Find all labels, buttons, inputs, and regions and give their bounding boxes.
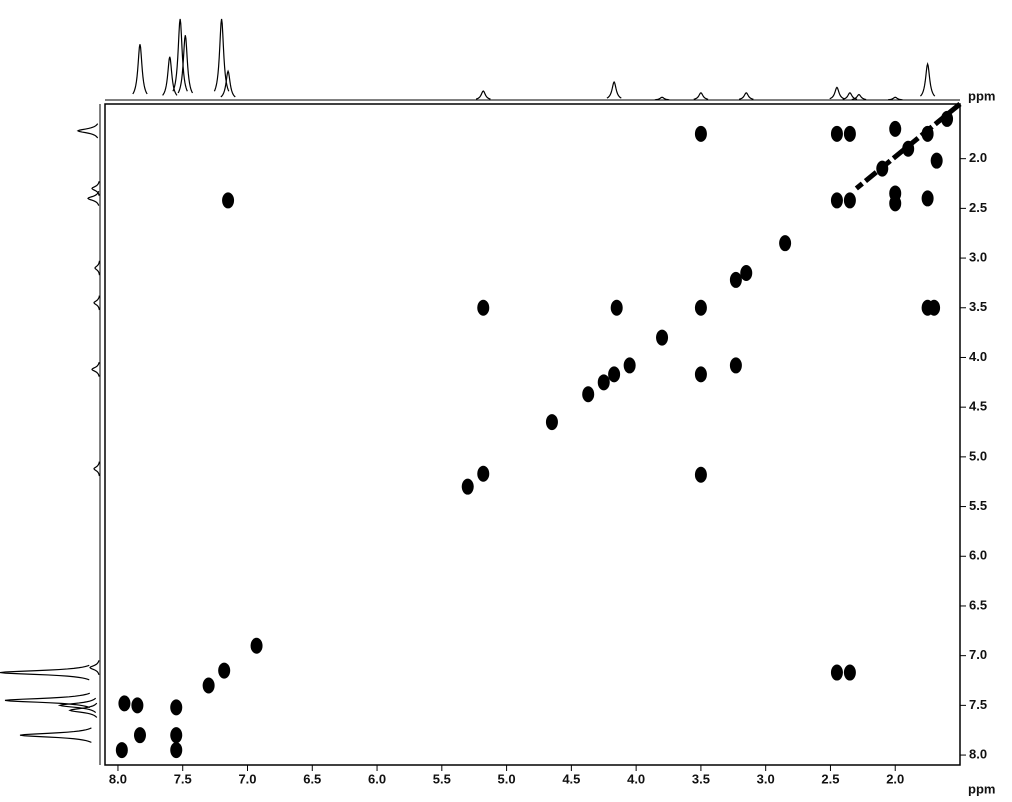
cross-peak <box>170 727 183 744</box>
left-peak <box>19 727 92 743</box>
y-tick-label: 3.5 <box>969 299 987 314</box>
y-tick-label: 6.5 <box>969 597 987 612</box>
diagonal <box>854 102 962 191</box>
left-peak <box>4 692 90 709</box>
top-peak <box>220 69 236 98</box>
cross-peak <box>250 637 263 654</box>
top-peak <box>162 56 178 96</box>
cross-peak <box>477 299 490 316</box>
cross-peak <box>218 662 231 679</box>
x-tick-label: 4.0 <box>627 771 645 786</box>
x-tick-label: 4.5 <box>562 771 580 786</box>
left-peak <box>57 697 97 714</box>
left-peak <box>94 260 101 276</box>
x-tick-label: 6.0 <box>368 771 386 786</box>
y-tick-label: 4.5 <box>969 399 987 414</box>
x-tick-label: 5.0 <box>498 771 516 786</box>
y-tick-label: 3.0 <box>969 250 987 265</box>
cross-peak <box>118 695 131 712</box>
cross-peak <box>461 478 474 495</box>
cross-peak <box>115 742 128 759</box>
left-peak <box>93 295 100 311</box>
top-peak <box>177 35 194 94</box>
left-peak <box>68 702 98 718</box>
plot-frame <box>104 103 961 766</box>
cross-peak <box>779 235 792 252</box>
left-peak <box>0 664 90 681</box>
left-peak <box>76 123 99 139</box>
cross-peak <box>843 664 856 681</box>
cross-peak <box>202 677 215 694</box>
x-axis-label: ppm <box>968 781 995 796</box>
cross-peak <box>610 299 623 316</box>
y-tick-label: 5.0 <box>969 448 987 463</box>
x-tick-label: 8.0 <box>109 771 127 786</box>
cross-peak <box>830 192 843 209</box>
x-tick-label: 3.0 <box>757 771 775 786</box>
left-peak <box>91 362 100 377</box>
x-tick-label: 3.5 <box>692 771 710 786</box>
y-tick-label: 7.0 <box>969 647 987 662</box>
cross-peak <box>133 727 146 744</box>
cross-peak <box>930 152 943 169</box>
cross-peak <box>694 299 707 316</box>
y-tick-label: 8.0 <box>969 746 987 761</box>
cross-peak <box>694 466 707 483</box>
top-peak <box>919 61 936 97</box>
y-axis-label: ppm <box>968 88 995 103</box>
top-peak <box>606 80 622 99</box>
cross-peak <box>656 329 669 346</box>
cross-peak <box>170 699 183 716</box>
y-tick-label: 4.0 <box>969 349 987 364</box>
y-tick-label: 6.0 <box>969 548 987 563</box>
cross-peak <box>608 366 621 383</box>
cross-peak <box>729 271 742 288</box>
top-peak <box>829 86 845 100</box>
x-tick-label: 5.5 <box>433 771 451 786</box>
top-peak <box>172 18 188 92</box>
cross-peak <box>921 190 934 207</box>
cross-peak <box>597 374 610 391</box>
left-peak <box>89 660 100 675</box>
cross-peak <box>889 120 902 137</box>
x-tick-label: 7.5 <box>174 771 192 786</box>
cross-peak <box>694 125 707 142</box>
cross-peak <box>623 357 636 374</box>
top-peak <box>738 92 754 100</box>
cross-peak <box>928 299 941 316</box>
cross-peak <box>843 125 856 142</box>
y-tick-label: 7.5 <box>969 697 987 712</box>
y-tick-label: 2.0 <box>969 150 987 165</box>
x-tick-label: 2.5 <box>821 771 839 786</box>
cross-peak <box>740 264 753 281</box>
cross-peak <box>889 195 902 212</box>
cross-peak <box>545 414 558 431</box>
cross-peak <box>170 742 183 759</box>
x-tick-label: 2.0 <box>886 771 904 786</box>
y-tick-label: 5.5 <box>969 498 987 513</box>
x-tick-label: 7.0 <box>238 771 256 786</box>
cross-peak <box>843 192 856 209</box>
left-peak <box>93 461 100 477</box>
cross-peak <box>830 664 843 681</box>
x-tick-label: 6.5 <box>303 771 321 786</box>
left-peak <box>87 191 100 206</box>
top-peak <box>851 93 867 101</box>
top-peak <box>654 96 670 101</box>
top-peak <box>887 96 903 101</box>
cross-peak <box>477 465 490 482</box>
top-peak <box>475 90 491 100</box>
top-peak <box>693 92 709 100</box>
y-tick-label: 2.5 <box>969 200 987 215</box>
cross-peak <box>694 366 707 383</box>
cross-peak <box>830 125 843 142</box>
cross-peak <box>582 386 595 403</box>
top-peak <box>132 44 148 95</box>
cross-peak <box>131 697 144 714</box>
cross-peak <box>222 192 235 209</box>
left-peak <box>91 181 100 196</box>
cross-peak <box>729 357 742 374</box>
